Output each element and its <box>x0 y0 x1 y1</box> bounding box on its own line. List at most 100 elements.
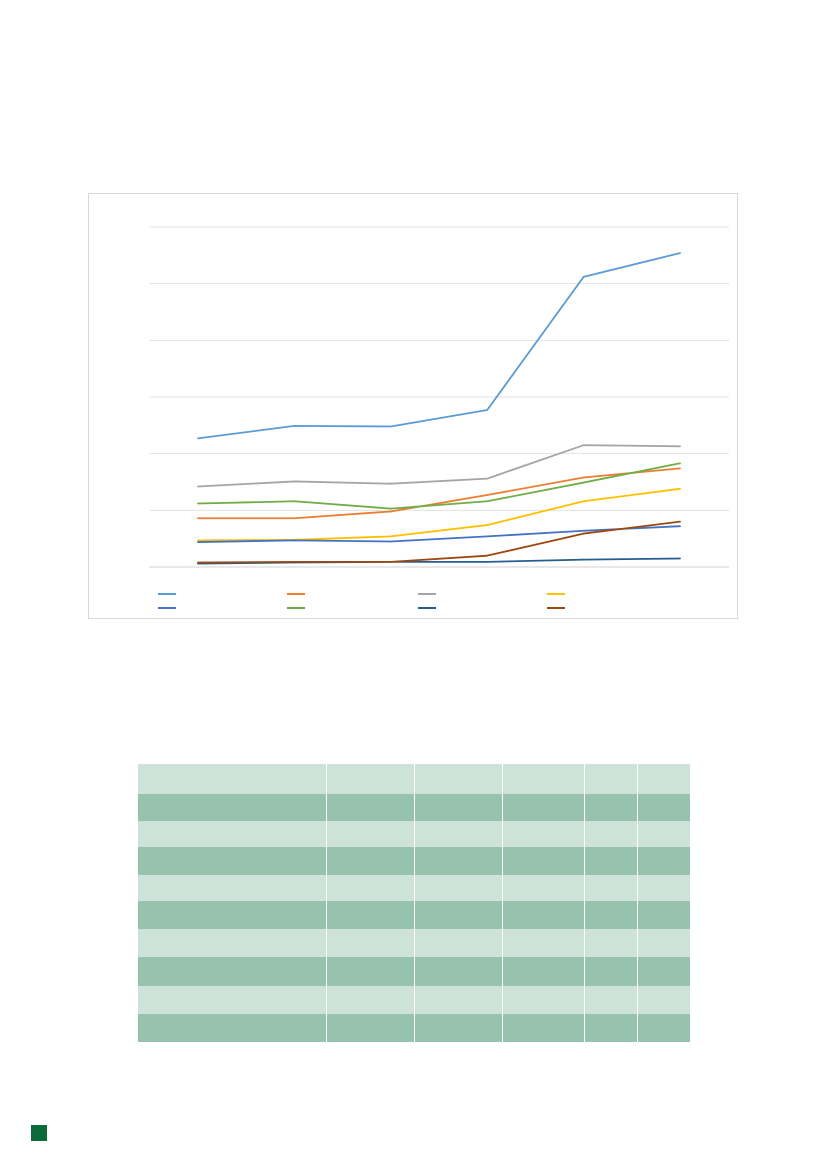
data-point <box>293 561 296 563</box>
table-cell <box>138 794 327 821</box>
table-row <box>138 847 690 875</box>
table-cell <box>414 794 503 821</box>
data-point <box>389 535 392 538</box>
data-point <box>486 409 489 411</box>
table-cell <box>502 764 585 794</box>
table-cell <box>637 1014 690 1042</box>
series-line <box>197 525 681 543</box>
table-cell <box>637 929 690 957</box>
table-cell <box>138 821 327 847</box>
data-point <box>582 558 585 561</box>
table-cell <box>637 901 690 929</box>
data-point <box>486 524 489 526</box>
table-cell <box>414 957 503 986</box>
table-cell <box>326 794 415 821</box>
table-cell <box>584 821 638 847</box>
series-line <box>197 487 681 542</box>
table-cell <box>502 1014 585 1042</box>
table-cell <box>637 821 690 847</box>
data-point <box>582 444 585 447</box>
table-cell <box>584 986 638 1014</box>
table-cell <box>414 821 503 847</box>
table-header-row <box>138 764 690 794</box>
table-cell <box>326 847 415 875</box>
table-cell <box>584 901 638 929</box>
table-cell <box>502 794 585 821</box>
data-point <box>582 500 585 503</box>
table-cell <box>414 1014 503 1042</box>
series-line <box>197 444 681 488</box>
table-cell <box>637 794 690 821</box>
data-point <box>582 529 585 532</box>
table-cell <box>326 821 415 847</box>
table-cell <box>138 986 327 1014</box>
table-cell <box>502 875 585 901</box>
table-row <box>138 957 690 986</box>
data-point <box>486 500 489 503</box>
data-point <box>197 561 199 564</box>
table-cell <box>584 875 638 901</box>
table-cell <box>326 901 415 929</box>
data-point <box>389 507 392 510</box>
table-cell <box>138 901 327 929</box>
table-cell <box>326 875 415 901</box>
footer-square-marker <box>31 1125 47 1141</box>
table-row <box>138 986 690 1014</box>
chart-canvas <box>149 226 729 609</box>
table-row <box>138 875 690 901</box>
table-cell <box>637 847 690 875</box>
data-point <box>582 481 585 484</box>
table-cell <box>326 986 415 1014</box>
line-chart <box>88 193 738 619</box>
table-cell <box>414 764 503 794</box>
data-point <box>293 517 296 520</box>
data-point <box>582 476 585 479</box>
data-point <box>486 561 489 563</box>
data-point <box>389 425 392 428</box>
data-point <box>679 520 681 523</box>
table-cell <box>637 764 690 794</box>
table-cell <box>502 901 585 929</box>
table-cell <box>502 986 585 1014</box>
table-cell <box>326 929 415 957</box>
data-point <box>582 275 585 278</box>
data-point <box>582 532 585 535</box>
table-cell <box>326 764 415 794</box>
table-cell <box>502 847 585 875</box>
data-point <box>389 510 392 513</box>
data-point <box>389 561 392 563</box>
table-cell <box>414 986 503 1014</box>
table-cell <box>584 847 638 875</box>
data-point <box>679 487 681 490</box>
data-point <box>389 540 392 543</box>
table-cell <box>502 929 585 957</box>
table-cell <box>414 929 503 957</box>
data-point <box>293 480 296 483</box>
table-cell <box>138 929 327 957</box>
table-cell <box>138 847 327 875</box>
data-point <box>293 539 296 542</box>
series-line <box>197 462 681 510</box>
data-point <box>486 535 489 538</box>
table-cell <box>637 875 690 901</box>
table-row <box>138 929 690 957</box>
table-cell <box>637 986 690 1014</box>
table-row <box>138 901 690 929</box>
data-point <box>679 462 681 465</box>
data-point <box>679 445 681 448</box>
table-row <box>138 821 690 847</box>
table-cell <box>584 957 638 986</box>
table-cell <box>502 821 585 847</box>
data-point <box>197 517 199 520</box>
table-cell <box>326 957 415 986</box>
table-cell <box>584 929 638 957</box>
table-cell <box>414 847 503 875</box>
data-point <box>679 252 681 254</box>
data-point <box>389 482 392 485</box>
table-cell <box>138 1014 327 1042</box>
series-line <box>197 252 681 440</box>
table-cell <box>584 794 638 821</box>
table-cell <box>584 764 638 794</box>
table-cell <box>414 901 503 929</box>
data-point <box>486 477 489 480</box>
